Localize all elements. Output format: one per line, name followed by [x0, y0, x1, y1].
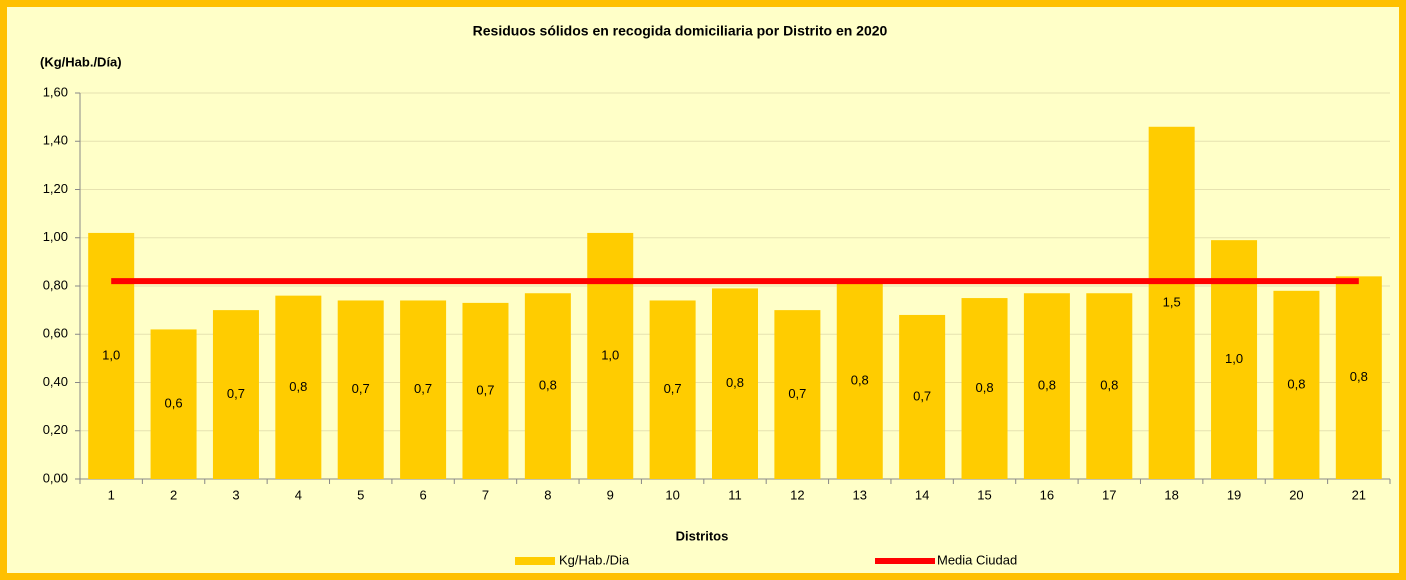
x-tick-label: 11: [728, 487, 742, 502]
x-tick-label: 7: [482, 487, 489, 502]
chart-title: Residuos sólidos en recogida domiciliari…: [473, 23, 888, 39]
y-tick-label: 1,20: [43, 181, 68, 196]
x-tick-label: 10: [665, 487, 679, 502]
data-label: 0,6: [165, 396, 183, 411]
bar: [150, 329, 197, 479]
legend-label: Kg/Hab./Dia: [559, 552, 630, 567]
bar: [524, 293, 571, 479]
data-label: 0,8: [1038, 378, 1056, 393]
data-label: 1,0: [601, 347, 619, 362]
x-tick-label: 13: [853, 487, 867, 502]
bar: [899, 314, 946, 479]
y-tick-label: 0,80: [43, 277, 68, 292]
x-tick-label: 21: [1352, 487, 1366, 502]
bar: [1335, 276, 1382, 479]
x-axis-title: Distritos: [676, 528, 729, 543]
data-label: 1,0: [102, 347, 120, 362]
bar: [836, 283, 883, 479]
y-tick-label: 0,00: [43, 470, 68, 485]
x-tick-label: 2: [170, 487, 177, 502]
y-axis-title: (Kg/Hab./Día): [40, 54, 122, 69]
data-label: 0,8: [539, 378, 557, 393]
data-label: 0,8: [1287, 376, 1305, 391]
bar: [462, 302, 509, 479]
x-tick-label: 18: [1164, 487, 1178, 502]
y-tick-label: 0,60: [43, 326, 68, 341]
bar: [961, 298, 1008, 479]
data-label: 0,8: [289, 379, 307, 394]
bar: [649, 300, 696, 479]
bar: [774, 310, 821, 479]
y-tick-label: 1,40: [43, 133, 68, 148]
x-tick-label: 20: [1289, 487, 1303, 502]
data-label: 0,8: [975, 380, 993, 395]
data-label: 0,7: [414, 381, 432, 396]
data-label: 0,8: [726, 375, 744, 390]
bar: [1148, 126, 1195, 480]
x-tick-label: 1: [108, 487, 115, 502]
y-tick-label: 0,20: [43, 422, 68, 437]
y-tick-label: 1,60: [43, 84, 68, 99]
bar: [212, 310, 259, 479]
x-tick-label: 6: [419, 487, 426, 502]
data-label: 1,5: [1163, 294, 1181, 309]
bar: [587, 232, 634, 479]
x-tick-label: 12: [790, 487, 804, 502]
data-label: 1,0: [1225, 351, 1243, 366]
data-label: 0,7: [227, 386, 245, 401]
data-label: 0,8: [851, 373, 869, 388]
x-tick-label: 17: [1102, 487, 1116, 502]
bar: [712, 288, 758, 479]
y-tick-label: 1,00: [43, 229, 68, 244]
data-label: 0,7: [788, 386, 806, 401]
x-tick-label: 14: [915, 487, 929, 502]
bar: [1086, 293, 1133, 479]
x-tick-label: 15: [977, 487, 991, 502]
x-tick-label: 8: [544, 487, 551, 502]
data-label: 0,7: [664, 381, 682, 396]
bar: [88, 232, 135, 479]
x-tick-label: 16: [1040, 487, 1054, 502]
legend-swatch: [515, 557, 555, 565]
x-tick-label: 9: [607, 487, 614, 502]
data-label: 0,7: [352, 381, 370, 396]
x-tick-label: 4: [295, 487, 302, 502]
bar: [400, 300, 447, 479]
data-label: 0,8: [1350, 369, 1368, 384]
y-tick-label: 0,40: [43, 374, 68, 389]
bar: [337, 300, 384, 479]
bar: [1273, 290, 1320, 479]
bar: [275, 295, 322, 479]
x-tick-label: 5: [357, 487, 364, 502]
data-label: 0,7: [913, 388, 931, 403]
x-tick-label: 3: [232, 487, 239, 502]
x-tick-label: 19: [1227, 487, 1241, 502]
bar: [1023, 293, 1070, 479]
legend-label: Media Ciudad: [937, 552, 1017, 567]
data-label: 0,7: [476, 382, 494, 397]
data-label: 0,8: [1100, 378, 1118, 393]
